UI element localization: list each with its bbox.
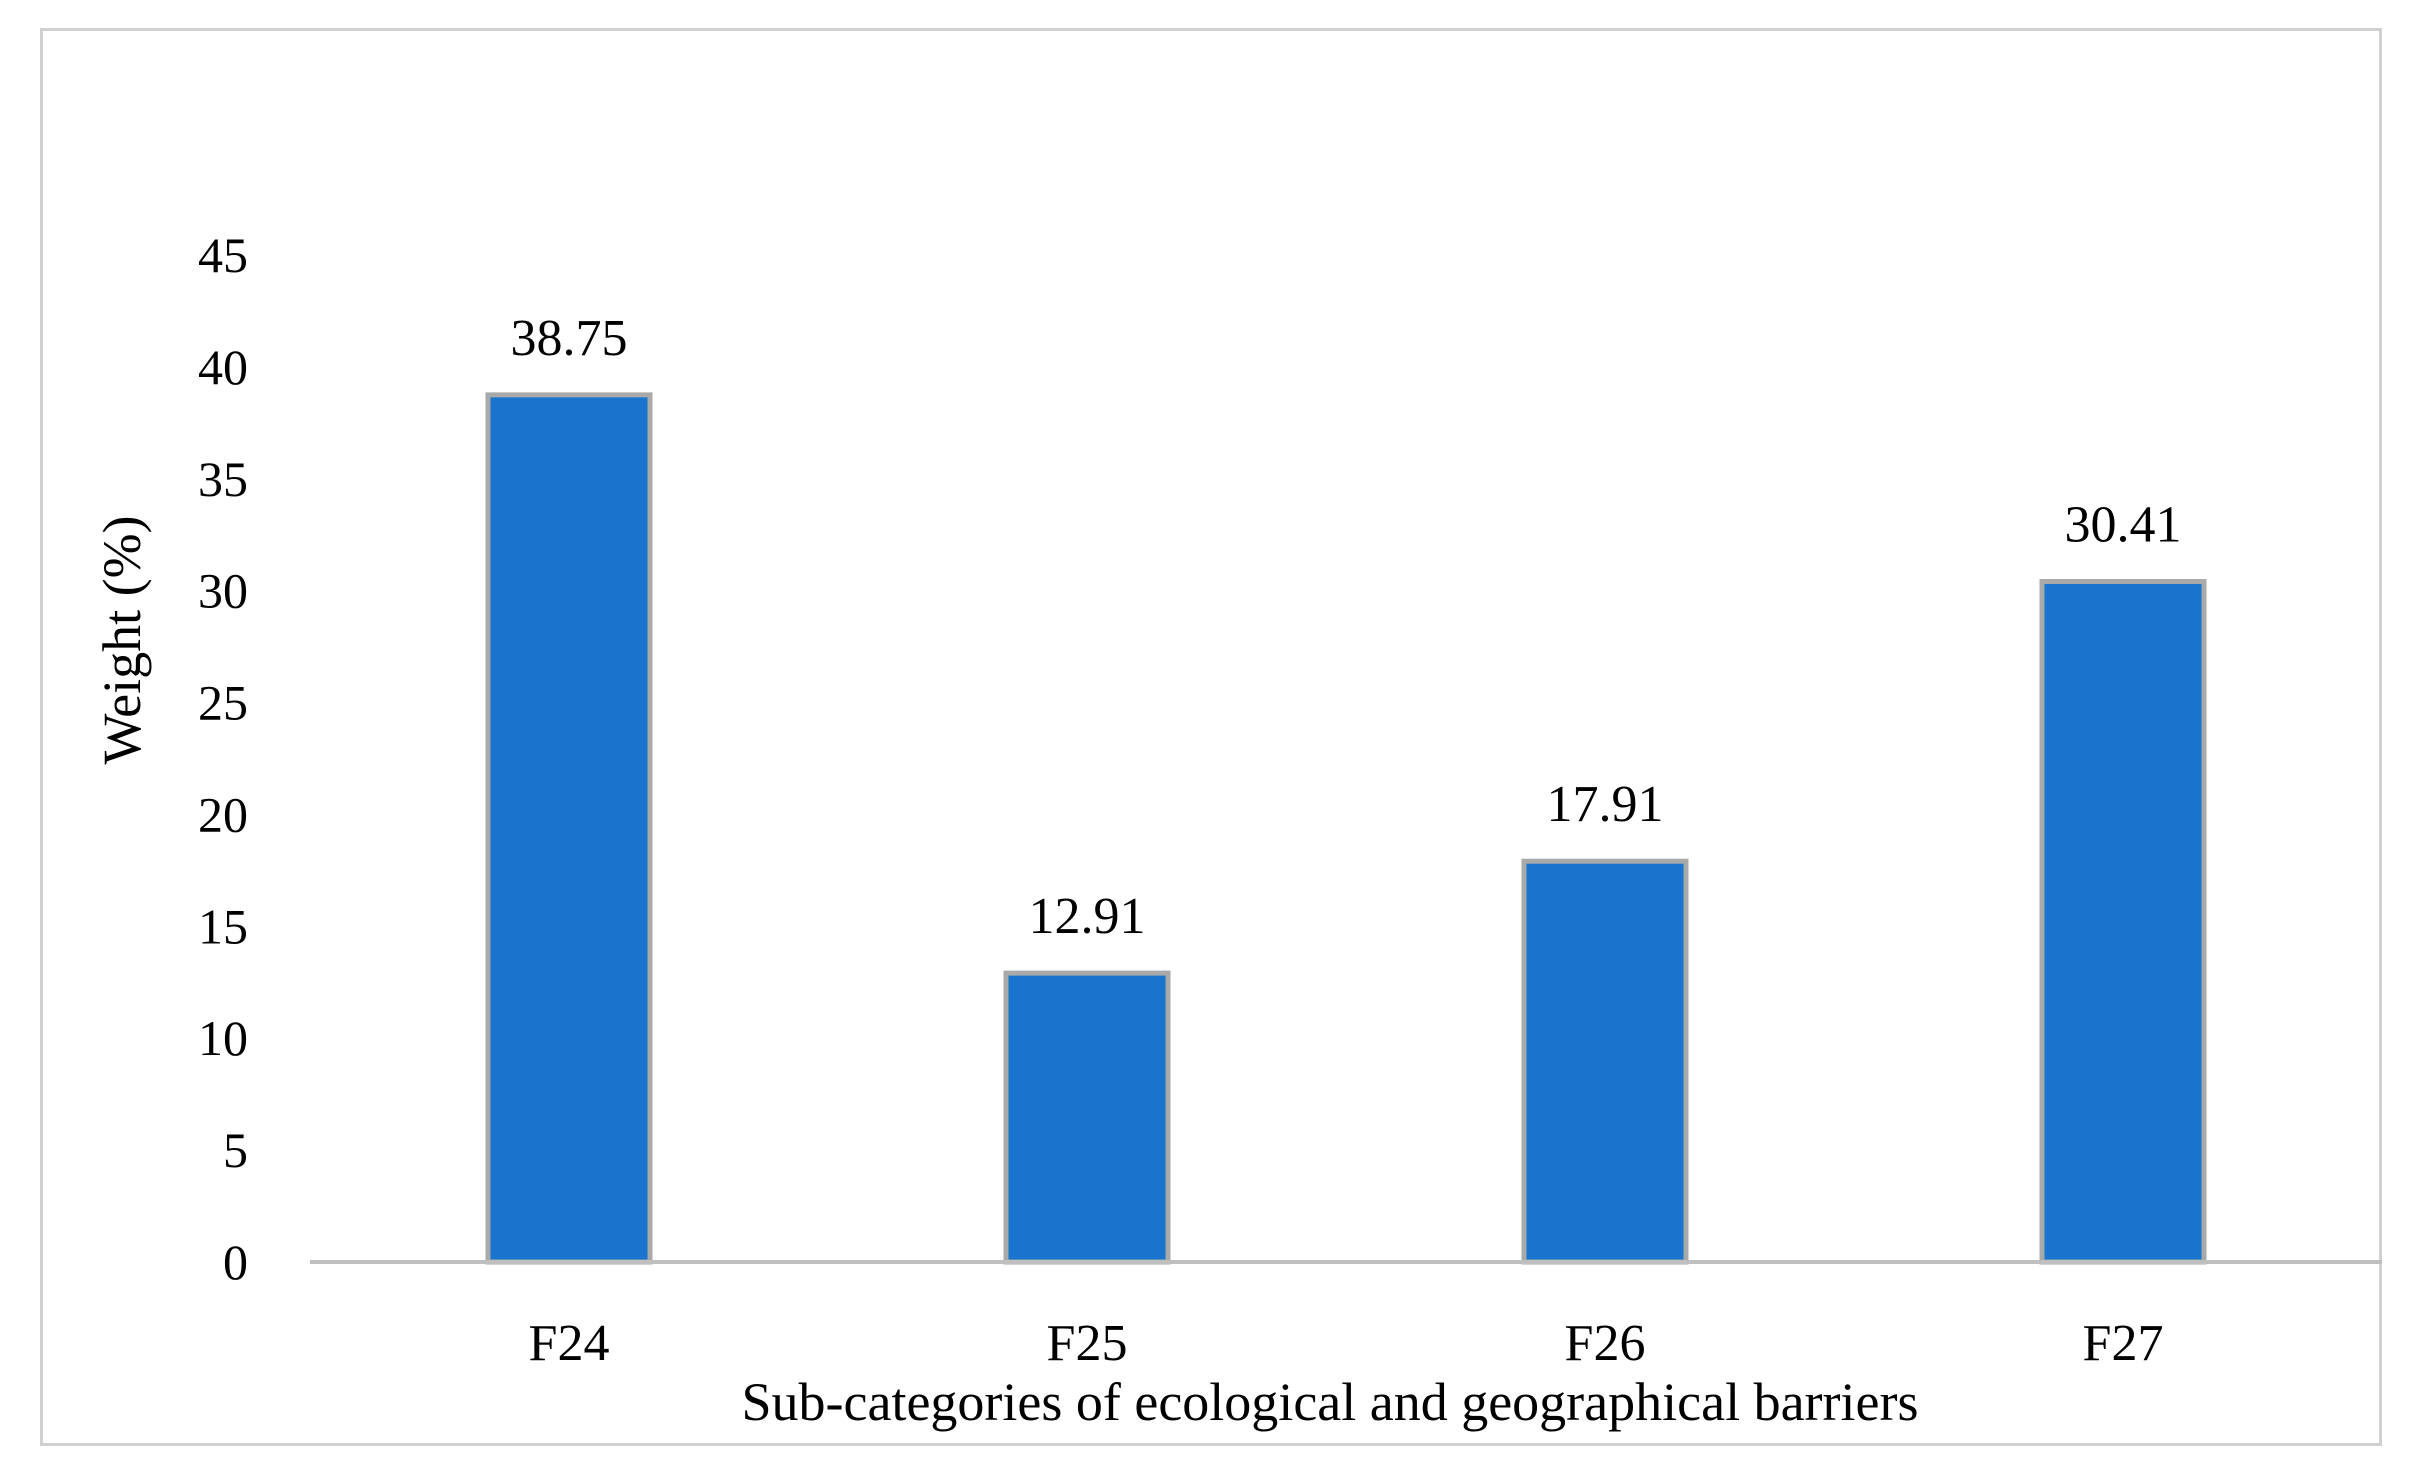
y-tick-label: 0 [223,1234,248,1290]
x-category-label: F26 [1565,1315,1646,1372]
x-category-label: F24 [529,1315,610,1372]
y-tick-label: 25 [198,675,248,731]
data-label: 12.91 [1029,888,1146,945]
x-category-label: F25 [1047,1315,1128,1372]
y-tick-label: 15 [198,898,248,954]
bar-f25 [1003,970,1171,1265]
bar-f24 [485,392,653,1265]
y-tick-label: 30 [198,563,248,619]
x-axis-category-labels: F24 F25 F26 F27 [529,1315,2164,1372]
y-tick-label: 20 [198,786,248,842]
x-axis-title: Sub-categories of ecological and geograp… [742,1372,1919,1432]
y-tick-label: 35 [198,451,248,507]
y-tick-label: 40 [198,339,248,395]
y-axis-title: Weight (%) [92,515,152,764]
y-tick-label: 5 [223,1122,248,1178]
y-tick-label: 10 [198,1010,248,1066]
data-label: 38.75 [511,310,628,367]
chart-frame [40,28,2382,1446]
data-label: 30.41 [2065,496,2182,553]
y-tick-label: 45 [198,227,248,283]
bar-f27 [2039,578,2207,1265]
y-axis-ticks: 0 5 10 15 20 25 30 35 40 45 [198,227,248,1290]
data-label: 17.91 [1547,776,1664,833]
bars [485,392,2207,1265]
bar-f26 [1521,858,1689,1265]
data-labels: 38.75 12.91 17.91 30.41 [511,310,2182,945]
x-category-label: F27 [2083,1315,2164,1372]
